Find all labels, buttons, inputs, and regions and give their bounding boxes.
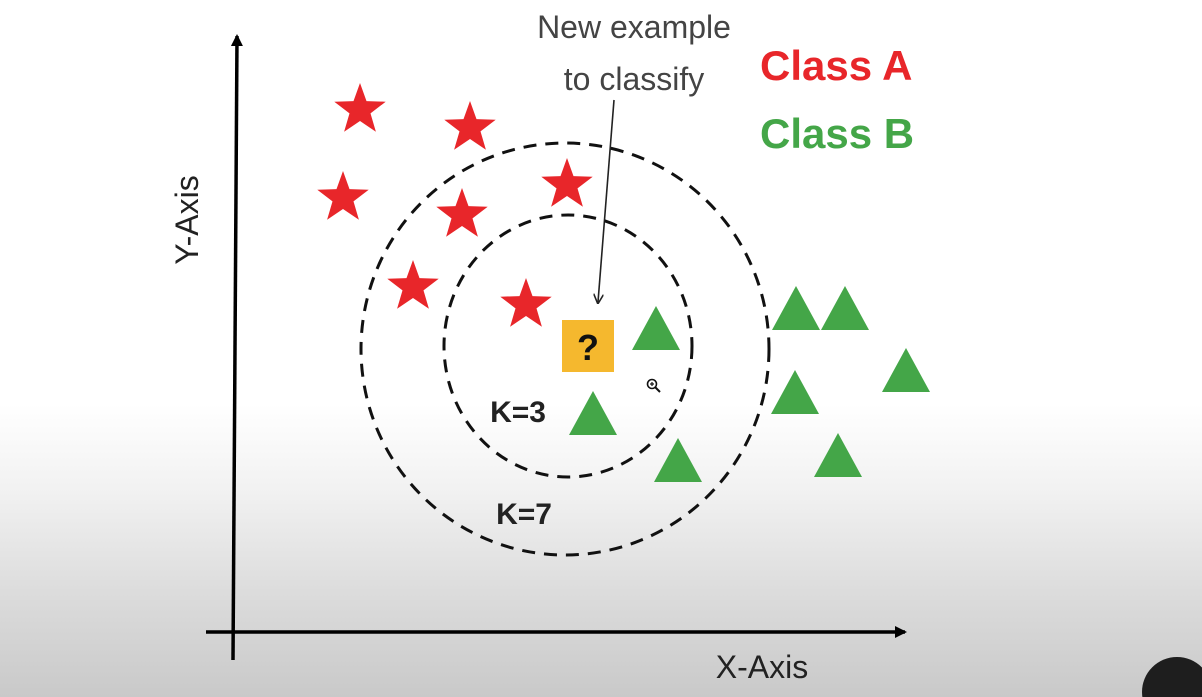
triangle-icon [654,438,702,482]
class-a-points [317,83,593,327]
star-icon [317,171,369,220]
triangle-icon [882,348,930,392]
zoom-cursor-icon [646,378,661,393]
triangle-icon [632,306,680,350]
query-symbol: ? [577,327,599,368]
triangle-icon [771,370,819,414]
k3-circle [442,213,694,479]
legend-class-b: Class B [760,110,914,157]
k7-label: K=7 [496,498,552,531]
annotation-pointer-arrow [598,99,615,302]
star-icon [444,101,496,150]
star-icon [436,188,488,237]
query-point: ? [562,320,614,372]
star-icon [387,260,439,309]
y-axis-label: Y-Axis [169,175,205,265]
triangle-icon [569,391,617,435]
y-axis-line [230,34,243,661]
star-icon [334,83,386,132]
annotation-line-2: to classify [564,61,704,97]
triangle-icon [821,286,869,330]
k3-label: K=3 [490,396,546,429]
star-icon [541,158,593,207]
query-box [562,320,614,372]
legend-class-a: Class A [760,42,913,89]
x-axis-label: X-Axis [716,649,808,685]
class-b-points [569,286,930,482]
star-icon [500,278,552,327]
k7-circle [359,141,771,557]
triangle-icon [814,433,862,477]
triangle-icon [772,286,820,330]
annotation-line-1: New example [537,9,731,45]
